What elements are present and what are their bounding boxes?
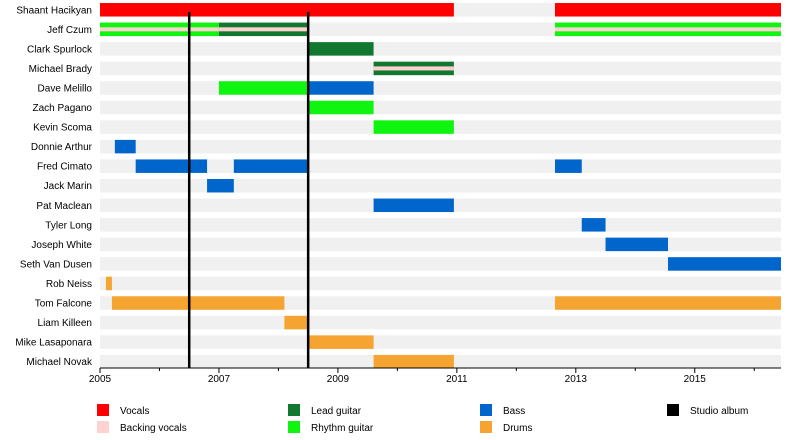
member-bar [284, 315, 309, 330]
member-label: Liam Killeen [38, 318, 92, 329]
member-label: Mike Lasaponara [15, 338, 92, 349]
x-tick-label: 2007 [208, 374, 231, 385]
row-bands [100, 3, 781, 369]
member-bar [554, 159, 582, 173]
member-bar [308, 42, 374, 56]
member-bar [233, 159, 309, 173]
member-bar [105, 276, 112, 291]
member-bar [308, 335, 374, 349]
legend-swatch-studio-album [667, 404, 679, 416]
row-band [100, 335, 781, 349]
backing-vocals-stripe [100, 27, 219, 32]
legend-swatch-drums [480, 421, 492, 433]
member-label: Michael Brady [29, 64, 92, 75]
backing-vocals-stripe [373, 66, 454, 71]
member-label: Tom Falcone [35, 299, 93, 310]
legend-label-drums: Drums [503, 423, 532, 434]
member-bar [605, 237, 668, 252]
member-label: Fred Cimato [37, 162, 92, 173]
member-bar [554, 296, 781, 310]
member-bar [135, 159, 208, 173]
legend-label-bass: Bass [503, 406, 525, 417]
row-band [100, 276, 781, 291]
legend-label-lead-guitar: Lead guitar [311, 406, 362, 417]
legend-label-backing-vocals: Backing vocals [120, 423, 187, 434]
legend-swatch-lead-guitar [288, 404, 300, 416]
member-label: Joseph White [31, 240, 92, 251]
member-label: Jeff Czum [47, 25, 92, 36]
member-bar [218, 81, 309, 95]
member-label: Donnie Arthur [31, 142, 93, 153]
member-label: Pat Maclean [36, 201, 92, 212]
member-label: Clark Spurlock [27, 44, 93, 55]
backing-vocals-stripe [554, 27, 781, 32]
row-band [100, 42, 781, 56]
legend-label-studio-album: Studio album [690, 406, 748, 417]
member-label: Tyler Long [45, 220, 92, 231]
legend-label-rhythm-guitar: Rhythm guitar [311, 423, 374, 434]
member-label: Michael Novak [26, 357, 93, 368]
member-label: Seth Van Dusen [20, 259, 92, 270]
row-band [100, 139, 781, 154]
studio-album-lines [187, 12, 310, 368]
row-band [100, 257, 781, 271]
row-band [100, 218, 781, 232]
member-bar [114, 139, 136, 154]
legend-label-vocals: Vocals [120, 406, 149, 417]
row-band [100, 237, 781, 252]
member-bar [554, 3, 781, 17]
member-bar [373, 120, 454, 134]
x-tick-label: 2011 [446, 374, 468, 385]
row-band [100, 178, 781, 193]
member-bar [308, 81, 374, 95]
legend-swatch-bass [480, 404, 492, 416]
x-tick-label: 2013 [565, 374, 588, 385]
row-band [100, 315, 781, 330]
member-bar [373, 354, 454, 369]
member-label: Dave Melillo [38, 83, 93, 94]
x-tick-label: 2009 [327, 374, 350, 385]
member-bar [581, 218, 606, 232]
member-bar [207, 178, 234, 193]
x-tick-label: 2005 [89, 374, 112, 385]
x-tick-label: 2015 [684, 374, 707, 385]
row-band [100, 100, 781, 115]
legend-swatch-vocals [97, 404, 109, 416]
member-labels: Shaant Hacikyan Jeff Czum Clark Spurlock Mi… [15, 5, 93, 368]
member-label: Jack Marin [44, 181, 92, 192]
row-band [100, 81, 781, 95]
member-bar [667, 257, 781, 271]
member-bar [308, 100, 374, 115]
member-label: Kevin Scoma [33, 123, 92, 134]
legend-swatch-backing-vocals [97, 421, 109, 433]
member-label: Shaant Hacikyan [16, 5, 92, 16]
legend-swatch-rhythm-guitar [288, 421, 300, 433]
member-label: Rob Neiss [46, 279, 92, 290]
member-label: Zach Pagano [33, 103, 93, 114]
member-bar [111, 296, 285, 310]
x-axis: 2005 2007 2009 2011 2013 2015 [89, 367, 781, 385]
backing-vocals-stripe [218, 27, 309, 32]
member-bar [100, 3, 454, 17]
member-bar [373, 198, 454, 213]
legend: Vocals Backing vocals Lead guitar Rhythm gu… [97, 404, 748, 434]
